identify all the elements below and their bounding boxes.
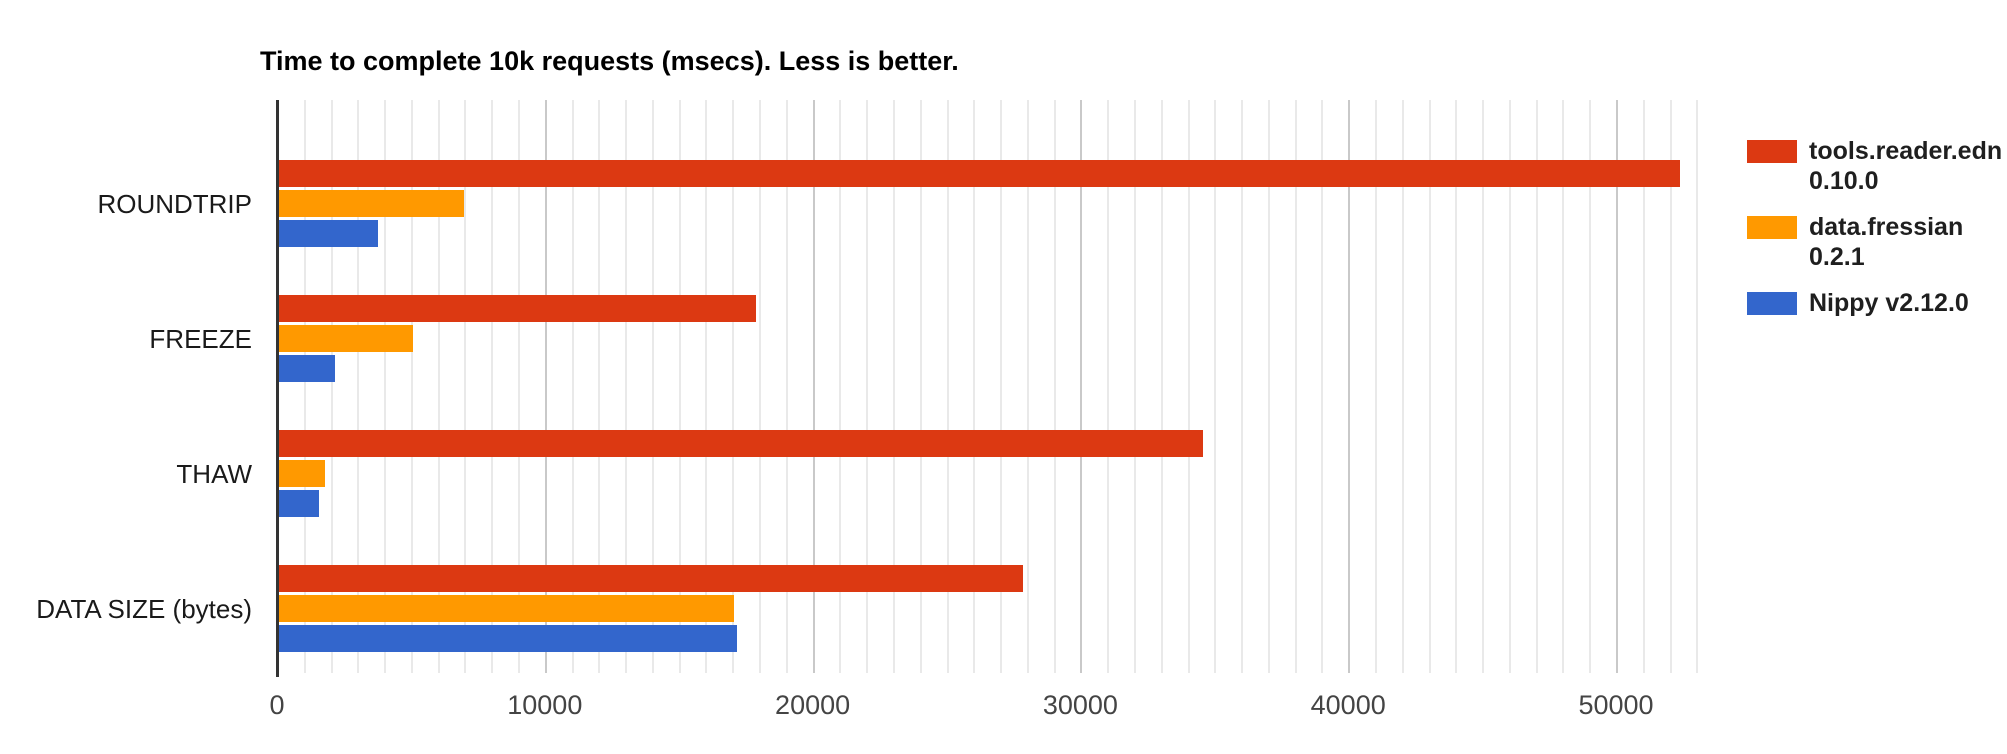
gridline-minor xyxy=(1428,100,1431,673)
bar-data-size-bytes-nippy-v2-12-0[interactable] xyxy=(279,625,737,652)
gridline-minor xyxy=(678,100,681,673)
category-label-thaw: THAW xyxy=(176,458,252,489)
gridline-minor xyxy=(866,100,869,673)
bar-freeze-nippy-v2-12-0[interactable] xyxy=(279,355,335,382)
gridline-minor xyxy=(1241,100,1244,673)
gridline-minor xyxy=(1321,100,1324,673)
gridline-minor xyxy=(1294,100,1297,673)
gridline-major xyxy=(1080,100,1083,673)
y-axis-baseline xyxy=(276,100,279,677)
gridline-minor xyxy=(785,100,788,673)
x-tick-label: 30000 xyxy=(1042,690,1118,720)
x-tick-label: 0 xyxy=(269,690,285,720)
legend: tools.reader.edn 0.10.0 data.fressian 0.2.1… xyxy=(1747,136,2002,334)
legend-swatch xyxy=(1747,216,1797,239)
gridline-minor xyxy=(1133,100,1136,673)
gridline-minor xyxy=(1482,100,1485,673)
gridline-minor xyxy=(919,100,922,673)
category-label-freeze: FREEZE xyxy=(149,323,252,354)
gridline-major xyxy=(1616,100,1618,673)
gridline-minor xyxy=(839,100,842,673)
gridline-minor xyxy=(1026,100,1029,673)
gridline-minor xyxy=(732,100,735,673)
legend-label: Nippy v2.12.0 xyxy=(1809,289,1969,317)
gridline-minor xyxy=(598,100,601,673)
gridline-minor xyxy=(1160,100,1163,673)
gridline-minor xyxy=(437,100,440,673)
gridline-minor xyxy=(1508,100,1511,673)
bar-thaw-tools-reader-edn-0-10-0[interactable] xyxy=(279,430,1203,457)
gridline-minor xyxy=(1669,100,1672,673)
bar-thaw-data-fressian-0-2-1[interactable] xyxy=(279,460,325,487)
bar-thaw-nippy-v2-12-0[interactable] xyxy=(279,490,319,517)
gridline-minor xyxy=(410,100,413,673)
gridline-minor xyxy=(1374,100,1377,673)
gridline-minor xyxy=(330,100,333,673)
gridline-minor xyxy=(759,100,762,673)
legend-swatch xyxy=(1747,292,1797,315)
category-label-data-size-bytes: DATA SIZE (bytes) xyxy=(36,593,252,624)
legend-item-nippy-v2-12-0: Nippy v2.12.0 xyxy=(1747,288,2002,318)
gridline-minor xyxy=(1642,100,1645,673)
gridline-minor xyxy=(1589,100,1592,673)
gridline-minor xyxy=(625,100,628,673)
gridline-minor xyxy=(303,100,306,673)
gridline-minor xyxy=(1214,100,1217,673)
gridline-minor xyxy=(1053,100,1056,673)
gridline-minor xyxy=(1696,100,1699,673)
gridline-minor xyxy=(1455,100,1458,673)
gridline-minor xyxy=(357,100,360,673)
gridline-minor xyxy=(464,100,467,673)
gridline-minor xyxy=(1267,100,1270,673)
gridline-minor xyxy=(384,100,387,673)
gridline-minor xyxy=(571,100,574,673)
x-tick-label: 40000 xyxy=(1310,690,1386,720)
gridline-minor xyxy=(1187,100,1190,673)
gridline-minor xyxy=(705,100,708,673)
gridline-major xyxy=(1348,100,1351,673)
chart-title: Time to complete 10k requests (msecs). L… xyxy=(260,46,959,76)
x-tick-label: 50000 xyxy=(1578,690,1654,720)
bar-data-size-bytes-tools-reader-edn-0-10-0[interactable] xyxy=(279,565,1023,592)
gridline-minor xyxy=(892,100,895,673)
bar-roundtrip-data-fressian-0-2-1[interactable] xyxy=(279,190,464,217)
x-tick-label: 20000 xyxy=(775,690,851,720)
gridline-minor xyxy=(1401,100,1404,673)
bar-roundtrip-tools-reader-edn-0-10-0[interactable] xyxy=(279,160,1680,187)
gridline-minor xyxy=(973,100,976,673)
x-tick-label: 10000 xyxy=(507,690,583,720)
gridline-minor xyxy=(1535,100,1538,673)
gridline-minor xyxy=(651,100,654,673)
bar-freeze-tools-reader-edn-0-10-0[interactable] xyxy=(279,295,756,322)
legend-item-data-fressian-0-2-1: data.fressian 0.2.1 xyxy=(1747,212,2002,272)
category-label-roundtrip: ROUNDTRIP xyxy=(97,188,252,219)
legend-swatch xyxy=(1747,140,1797,163)
gridline-minor xyxy=(946,100,949,673)
gridline-minor xyxy=(1000,100,1003,673)
bar-freeze-data-fressian-0-2-1[interactable] xyxy=(279,325,413,352)
bar-data-size-bytes-data-fressian-0-2-1[interactable] xyxy=(279,595,734,622)
gridline-minor xyxy=(491,100,494,673)
gridline-major xyxy=(812,100,815,673)
legend-label: tools.reader.edn 0.10.0 xyxy=(1809,137,2003,195)
legend-item-tools-reader-edn-0-10-0: tools.reader.edn 0.10.0 xyxy=(1747,136,2002,196)
gridline-minor xyxy=(1107,100,1110,673)
gridline-major xyxy=(544,100,547,673)
gridline-minor xyxy=(1562,100,1565,673)
legend-label: data.fressian 0.2.1 xyxy=(1809,213,1964,271)
gridline-minor xyxy=(518,100,521,673)
bar-roundtrip-nippy-v2-12-0[interactable] xyxy=(279,220,378,247)
